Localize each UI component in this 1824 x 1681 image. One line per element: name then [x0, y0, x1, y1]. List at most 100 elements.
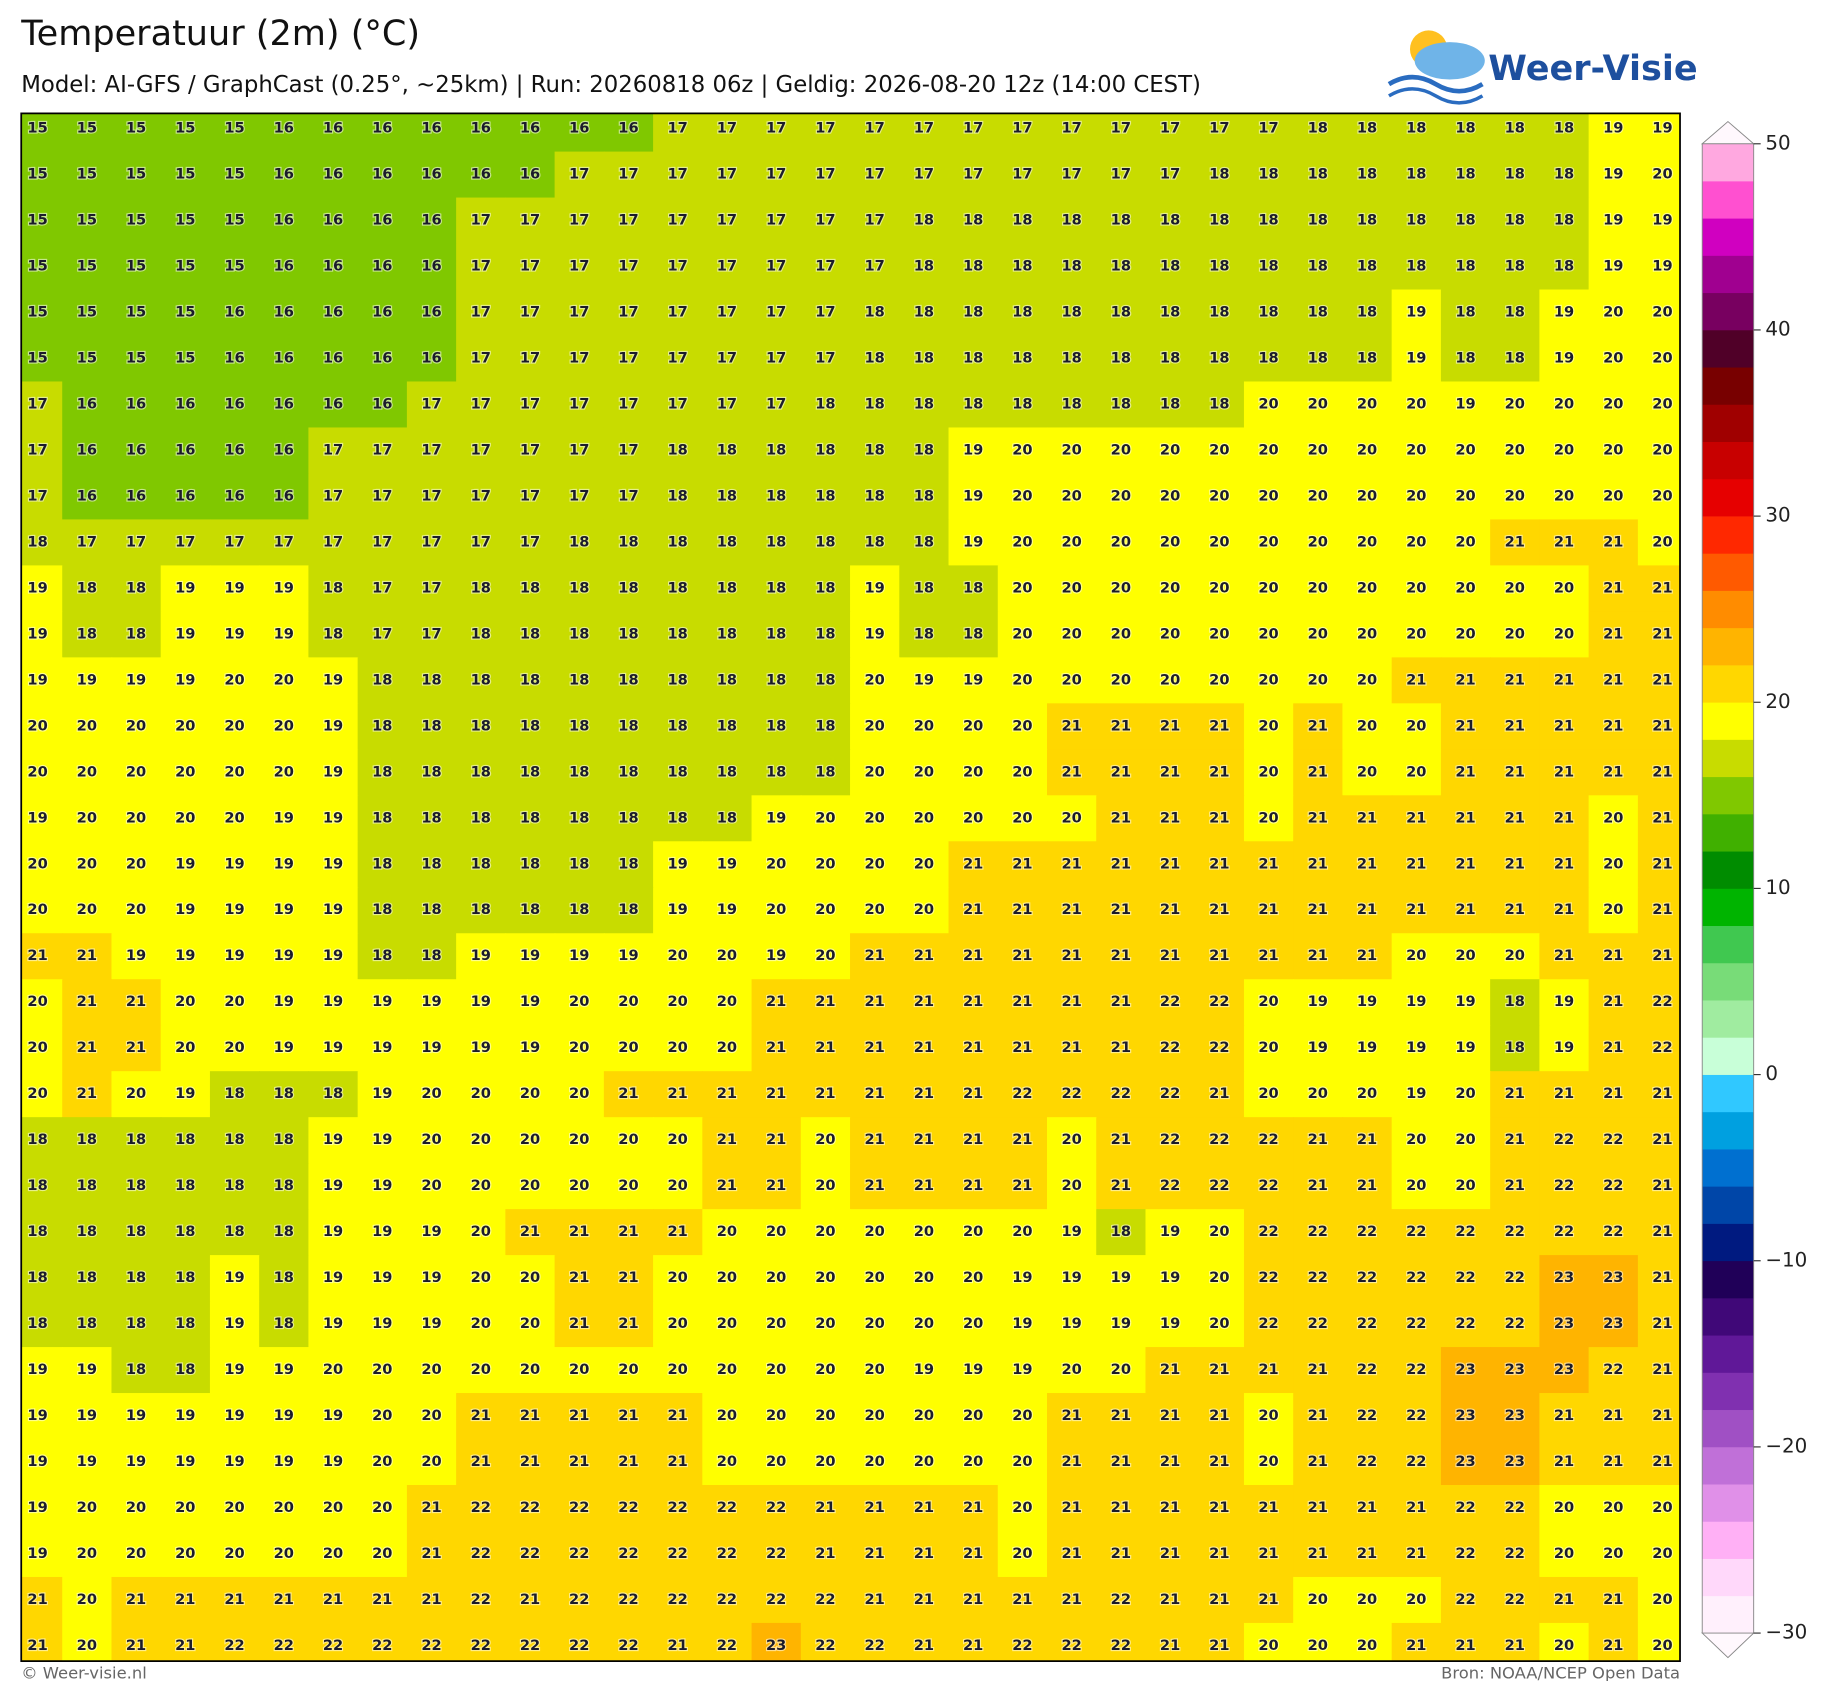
- field-cell: [357, 427, 408, 475]
- temperature-label: 21: [1603, 671, 1623, 688]
- temperature-label: 21: [569, 1223, 589, 1240]
- temperature-label: 22: [1160, 1131, 1180, 1148]
- field-cell: [1637, 795, 1681, 842]
- field-cell: [800, 1347, 851, 1394]
- temperature-label: 17: [520, 533, 540, 550]
- temperature-label: 19: [1061, 1315, 1081, 1332]
- temperature-label: 18: [963, 212, 983, 229]
- temperature-label: 17: [421, 487, 441, 504]
- temperature-label: 20: [126, 1085, 146, 1102]
- temperature-label: 21: [864, 993, 884, 1010]
- temperature-label: 20: [1603, 487, 1623, 504]
- field-cell: [702, 611, 753, 659]
- temperature-label: 19: [224, 1407, 244, 1424]
- field-cell: [653, 1117, 704, 1164]
- temperature-label: 18: [274, 1315, 294, 1332]
- field-cell: [1047, 151, 1097, 199]
- temperature-label: 22: [1258, 1223, 1278, 1240]
- field-cell: [1490, 703, 1541, 751]
- temperature-label: 20: [864, 1315, 884, 1332]
- field-cell: [62, 611, 113, 659]
- field-cell: [751, 1071, 802, 1118]
- temperature-label: 17: [372, 533, 392, 550]
- field-cell: [1145, 1439, 1196, 1486]
- colorbar-tick-label: 50: [1765, 131, 1790, 154]
- temperature-label: 21: [1505, 1131, 1525, 1148]
- temperature-label: 18: [766, 671, 786, 688]
- field-cell: [209, 1347, 260, 1394]
- temperature-label: 20: [1258, 533, 1278, 550]
- temperature-label: 19: [1406, 993, 1426, 1010]
- field-cell: [111, 113, 162, 153]
- field-cell: [456, 1576, 507, 1624]
- field-cell: [1440, 243, 1491, 291]
- temperature-label: 18: [175, 1361, 195, 1378]
- field-cell: [160, 1393, 211, 1440]
- field-cell: [209, 519, 260, 567]
- temperature-label: 16: [421, 258, 441, 275]
- temperature-label: 21: [1652, 855, 1672, 872]
- temperature-label: 16: [126, 441, 146, 458]
- temperature-label: 20: [1061, 625, 1081, 642]
- temperature-label: 21: [1406, 671, 1426, 688]
- temperature-label: 21: [914, 1131, 934, 1148]
- temperature-label: 20: [1160, 579, 1180, 596]
- field-cell: [1391, 611, 1442, 659]
- field-cell: [1145, 749, 1196, 797]
- field-cell: [1588, 1117, 1639, 1164]
- field-cell: [1342, 1622, 1393, 1662]
- temperature-label: 22: [1160, 993, 1180, 1010]
- field-cell: [1637, 703, 1681, 751]
- temperature-label: 19: [323, 947, 343, 964]
- temperature-label: 21: [815, 1039, 835, 1056]
- temperature-label: 17: [815, 212, 835, 229]
- temperature-label: 17: [471, 349, 491, 366]
- field-cell: [702, 841, 753, 888]
- temperature-label: 18: [77, 625, 97, 642]
- temperature-label: 20: [1455, 947, 1475, 964]
- field-cell: [653, 979, 704, 1026]
- temperature-label: 20: [372, 1361, 392, 1378]
- temperature-label: 18: [1209, 304, 1229, 321]
- field-cell: [1588, 1347, 1639, 1394]
- temperature-label: 22: [372, 1637, 392, 1654]
- field-cell: [357, 1071, 408, 1118]
- field-cell: [1243, 519, 1294, 567]
- field-cell: [1293, 887, 1344, 934]
- temperature-label: 21: [1111, 993, 1131, 1010]
- field-cell: [899, 1530, 950, 1578]
- temperature-label: 15: [175, 212, 195, 229]
- temperature-label: 20: [1012, 1223, 1032, 1240]
- temperature-label: 16: [274, 120, 294, 137]
- temperature-label: 19: [27, 579, 47, 596]
- field-cell: [505, 1163, 556, 1210]
- field-cell: [1490, 427, 1541, 475]
- field-cell: [209, 749, 260, 797]
- temperature-label: 19: [224, 947, 244, 964]
- temperature-label: 19: [372, 1177, 392, 1194]
- field-cell: [62, 1622, 113, 1662]
- temperature-label: 20: [1603, 395, 1623, 412]
- temperature-label: 21: [1209, 947, 1229, 964]
- field-cell: [899, 1071, 950, 1118]
- temperature-label: 16: [569, 120, 589, 137]
- temperature-label: 20: [27, 855, 47, 872]
- temperature-label: 19: [717, 901, 737, 918]
- temperature-label: 21: [520, 1223, 540, 1240]
- field-cell: [1440, 611, 1491, 659]
- temperature-label: 21: [914, 1177, 934, 1194]
- temperature-label: 16: [372, 304, 392, 321]
- field-cell: [702, 151, 753, 199]
- temperature-label: 20: [1652, 1591, 1672, 1608]
- temperature-label: 18: [1455, 166, 1475, 183]
- temperature-label: 22: [1603, 1177, 1623, 1194]
- field-cell: [1243, 1071, 1294, 1118]
- field-cell: [997, 841, 1048, 888]
- field-cell: [702, 1530, 753, 1578]
- temperature-label: 18: [1357, 166, 1377, 183]
- temperature-label: 20: [1406, 487, 1426, 504]
- field-cell: [899, 933, 950, 980]
- temperature-label: 21: [1111, 1131, 1131, 1148]
- temperature-label: 18: [766, 441, 786, 458]
- temperature-label: 22: [618, 1637, 638, 1654]
